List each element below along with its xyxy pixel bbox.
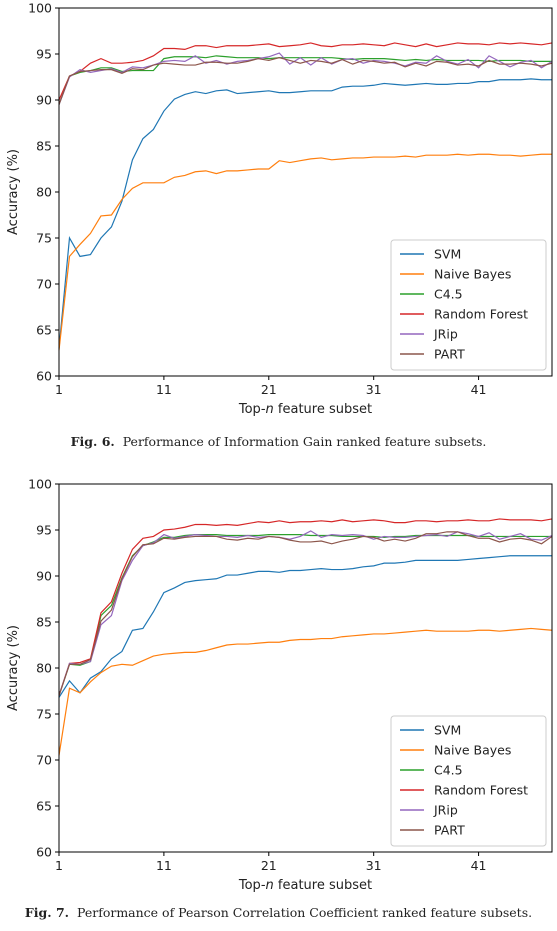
- x-tick-label: 11: [156, 858, 172, 873]
- y-tick-label: 85: [36, 615, 52, 630]
- legend-item: Naive Bayes: [400, 743, 511, 758]
- caption-label: Fig. 7.: [24, 905, 70, 920]
- y-tick-label: 95: [36, 523, 52, 538]
- y-tick-label: 65: [36, 323, 52, 338]
- x-tick-label: 31: [366, 382, 382, 397]
- y-tick-label: 80: [36, 661, 52, 676]
- series-line-part: [58, 57, 553, 105]
- legend-label: PART: [434, 823, 465, 838]
- legend-item: PART: [400, 347, 465, 362]
- caption-label: Fig. 6.: [70, 434, 115, 449]
- x-tick-label: 41: [471, 858, 487, 873]
- y-tick-label: 90: [36, 569, 52, 584]
- x-tick-label: 21: [261, 382, 277, 397]
- y-tick-label: 90: [36, 93, 52, 108]
- legend-label: Naive Bayes: [434, 267, 511, 282]
- legend-item: JRip: [400, 327, 458, 342]
- legend-label: C4.5: [434, 763, 463, 778]
- caption-text: Performance of Information Gain ranked f…: [122, 434, 487, 449]
- legend-item: Random Forest: [400, 783, 528, 798]
- legend-item: Random Forest: [400, 307, 528, 322]
- y-axis-label: Accuracy (%): [6, 149, 21, 235]
- legend-label: JRip: [433, 327, 458, 342]
- y-tick-label: 75: [36, 231, 52, 246]
- y-tick-label: 70: [36, 277, 52, 292]
- figure-caption-6: Fig. 6. Performance of Information Gain …: [0, 434, 557, 449]
- legend-label: SVM: [434, 247, 461, 262]
- series-line-svm: [58, 78, 552, 349]
- legend-item: SVM: [400, 247, 461, 262]
- series-line-random-forest: [58, 42, 553, 101]
- legend: SVM Naive Bayes C4.5 Random Forest JRip PART: [390, 239, 547, 371]
- figure-caption-7: Fig. 7. Performance of Pearson Correlati…: [0, 905, 557, 920]
- series-line-random-forest: [58, 518, 553, 696]
- y-tick-label: 60: [36, 845, 52, 860]
- legend-label: JRip: [433, 803, 458, 818]
- legend-item: JRip: [400, 803, 458, 818]
- caption-text: Performance of Pearson Correlation Coeff…: [76, 905, 533, 920]
- legend-item: Naive Bayes: [400, 267, 511, 282]
- legend-item: C4.5: [400, 287, 463, 302]
- legend: SVM Naive Bayes C4.5 Random Forest JRip PART: [390, 715, 547, 847]
- legend-label: Random Forest: [434, 307, 528, 322]
- legend-label: C4.5: [434, 287, 463, 302]
- legend-label: Naive Bayes: [434, 743, 511, 758]
- legend-label: SVM: [434, 723, 461, 738]
- x-tick-label: 1: [55, 858, 63, 873]
- y-tick-label: 70: [36, 753, 52, 768]
- legend-box: [390, 715, 547, 847]
- legend-item: C4.5: [400, 763, 463, 778]
- legend-item: PART: [400, 823, 465, 838]
- series-line-jrip: [58, 530, 553, 696]
- x-tick-label: 31: [366, 858, 382, 873]
- series-line-svm: [58, 555, 552, 698]
- y-axis-label: Accuracy (%): [6, 625, 21, 711]
- series-line-naive-bayes: [58, 627, 553, 756]
- series-line-part: [58, 531, 553, 696]
- series-line-naive-bayes: [58, 153, 552, 351]
- y-tick-label: 95: [36, 47, 52, 62]
- x-axis-label: Top-n feature subset: [238, 878, 372, 893]
- legend-item: SVM: [400, 723, 461, 738]
- legend-box: [390, 239, 547, 371]
- y-tick-label: 100: [28, 477, 52, 492]
- x-tick-label: 11: [156, 382, 172, 397]
- legend-label: Random Forest: [434, 783, 528, 798]
- x-tick-label: 1: [55, 382, 63, 397]
- x-tick-label: 41: [471, 382, 487, 397]
- series-line-c4.5: [58, 55, 552, 105]
- x-axis-label: Top-n feature subset: [238, 402, 372, 417]
- y-tick-label: 75: [36, 707, 52, 722]
- y-tick-label: 65: [36, 799, 52, 814]
- y-tick-label: 60: [36, 369, 52, 384]
- legend-label: PART: [434, 347, 465, 362]
- y-tick-label: 100: [28, 1, 52, 16]
- y-tick-label: 85: [36, 139, 52, 154]
- x-tick-label: 21: [261, 858, 277, 873]
- y-tick-label: 80: [36, 185, 52, 200]
